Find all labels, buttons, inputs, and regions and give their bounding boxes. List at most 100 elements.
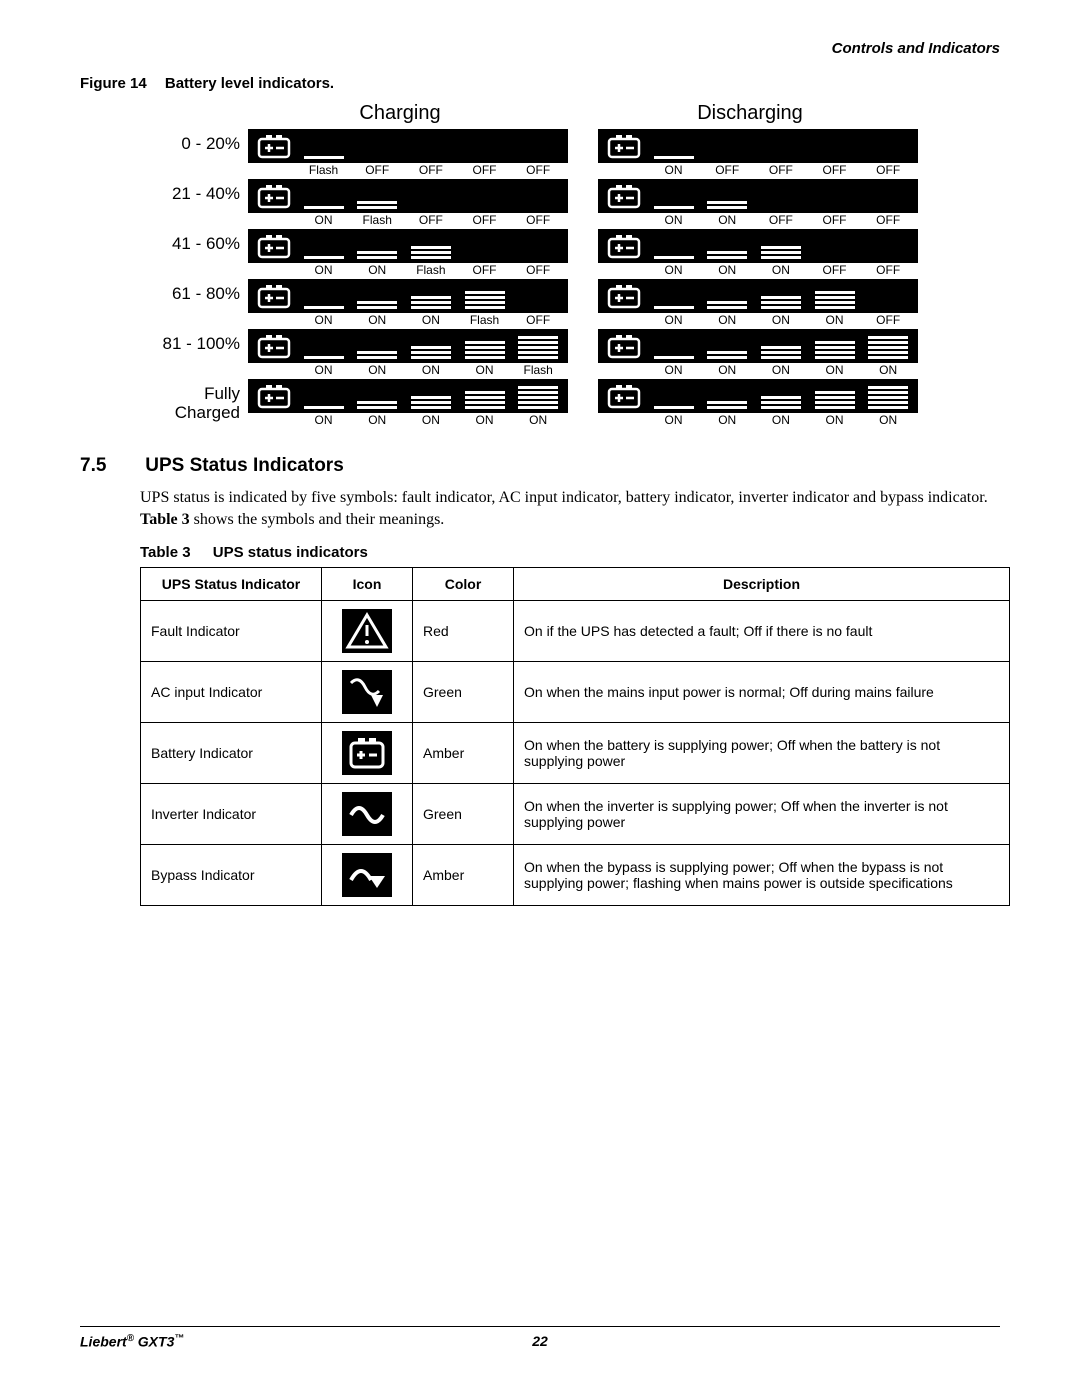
- bar-state-label: ON: [759, 363, 803, 377]
- bar-state-label: OFF: [463, 263, 507, 277]
- bar-state-label: OFF: [516, 213, 560, 227]
- bar-state-label: ON: [813, 413, 857, 427]
- level-bar: [516, 283, 560, 309]
- bar-state-label: ON: [302, 213, 346, 227]
- level-bar: [409, 183, 453, 209]
- bar-state-label: OFF: [759, 213, 803, 227]
- bar-state-label: OFF: [355, 163, 399, 177]
- bar-state-label: ON: [652, 263, 696, 277]
- body-text-b: shows the symbols and their meanings.: [190, 511, 445, 528]
- level-bar: [706, 333, 750, 359]
- indicator-description: On if the UPS has detected a fault; Off …: [514, 601, 1010, 662]
- section-title: UPS Status Indicators: [145, 455, 344, 476]
- level-bar: [463, 283, 507, 309]
- acinput-icon: [342, 670, 392, 714]
- level-bar: [652, 283, 696, 309]
- bar-state-label: Flash: [355, 213, 399, 227]
- bar-state-label: ON: [652, 413, 696, 427]
- bar-state-row: ONONOFFOFFOFF: [598, 213, 918, 227]
- battery-row-label: 0 - 20%: [140, 129, 248, 154]
- bar-state-label: ON: [463, 363, 507, 377]
- level-bar: [759, 183, 803, 209]
- indicator-panel: [248, 379, 568, 413]
- bar-state-label: ON: [813, 313, 857, 327]
- th-icon: Icon: [322, 568, 413, 601]
- level-bar: [866, 133, 910, 159]
- bar-state-label: ON: [705, 413, 749, 427]
- level-bar: [302, 333, 346, 359]
- page-footer: Liebert® GXT3™ 22: [80, 1326, 1000, 1350]
- indicator-name: AC input Indicator: [141, 662, 322, 723]
- indicator-name: Inverter Indicator: [141, 784, 322, 845]
- indicator-panel: [248, 279, 568, 313]
- column-header-charging: Charging: [240, 102, 560, 125]
- th-description: Description: [514, 568, 1010, 601]
- indicator-panel: [598, 129, 918, 163]
- indicator-panel: [248, 229, 568, 263]
- level-bar: [409, 283, 453, 309]
- figure-number: Figure 14: [80, 75, 147, 92]
- status-row: AC input Indicator Green On when the mai…: [141, 662, 1010, 723]
- bar-state-label: OFF: [409, 213, 453, 227]
- bar-state-label: ON: [652, 363, 696, 377]
- table-caption: Table 3 UPS status indicators: [140, 544, 1000, 561]
- bar-state-row: ONOFFOFFOFFOFF: [598, 163, 918, 177]
- bar-state-label: ON: [705, 213, 749, 227]
- bar-state-label: ON: [705, 263, 749, 277]
- body-text-a: UPS status is indicated by five symbols:…: [140, 489, 988, 506]
- level-bar: [652, 233, 696, 259]
- bypass-icon: [342, 853, 392, 897]
- bar-state-label: ON: [866, 413, 910, 427]
- level-bar: [706, 383, 750, 409]
- level-bar: [652, 333, 696, 359]
- bar-state-label: ON: [302, 363, 346, 377]
- bar-state-label: OFF: [463, 213, 507, 227]
- level-bar: [866, 383, 910, 409]
- level-bar: [706, 283, 750, 309]
- bar-state-label: ON: [813, 363, 857, 377]
- level-bar: [302, 133, 346, 159]
- status-row: Bypass Indicator Amber On when the bypas…: [141, 845, 1010, 906]
- indicator-panel: [598, 179, 918, 213]
- battery-row: 61 - 80% ONONONFlashOFF ONONONONOFF: [140, 279, 1000, 327]
- bar-state-row: ON Flash OFF OFF OFF: [248, 213, 568, 227]
- bar-state-row: ONONONONFlash: [248, 363, 568, 377]
- indicator-icon-cell: [322, 662, 413, 723]
- level-bar: [813, 383, 857, 409]
- column-header-discharging: Discharging: [590, 102, 910, 125]
- level-bar: [866, 283, 910, 309]
- battery-icon: [342, 731, 392, 775]
- bar-state-label: OFF: [759, 163, 803, 177]
- bar-state-label: Flash: [409, 263, 453, 277]
- bar-state-row: ONONONONOFF: [598, 313, 918, 327]
- indicator-icon-cell: [322, 601, 413, 662]
- indicator-panel: [598, 279, 918, 313]
- indicator-panel: [598, 379, 918, 413]
- section-heading: 7.5 UPS Status Indicators: [80, 455, 1000, 477]
- bar-state-label: ON: [705, 363, 749, 377]
- level-bar: [813, 333, 857, 359]
- status-row: Inverter Indicator Green On when the inv…: [141, 784, 1010, 845]
- level-bar: [759, 383, 803, 409]
- bar-state-row: ONONONONON: [598, 413, 918, 427]
- th-indicator: UPS Status Indicator: [141, 568, 322, 601]
- level-bar: [652, 383, 696, 409]
- level-bar: [813, 233, 857, 259]
- bar-state-label: ON: [516, 413, 560, 427]
- bar-state-label: ON: [302, 263, 346, 277]
- battery-row-label: 41 - 60%: [140, 229, 248, 254]
- table-title: UPS status indicators: [213, 544, 368, 561]
- level-bar: [463, 183, 507, 209]
- battery-row-label: FullyCharged: [140, 379, 248, 422]
- level-bar: [652, 133, 696, 159]
- status-row: Fault Indicator Red On if the UPS has de…: [141, 601, 1010, 662]
- bar-state-label: OFF: [813, 263, 857, 277]
- registered-mark: ®: [127, 1333, 134, 1344]
- battery-row: FullyCharged ONONONONON ONONONONON: [140, 379, 1000, 427]
- bar-state-label: ON: [652, 313, 696, 327]
- bar-state-label: OFF: [516, 263, 560, 277]
- ups-status-table: UPS Status Indicator Icon Color Descript…: [140, 567, 1010, 906]
- level-bar: [706, 233, 750, 259]
- level-bar: [516, 333, 560, 359]
- bar-state-row: ONONONOFFOFF: [598, 263, 918, 277]
